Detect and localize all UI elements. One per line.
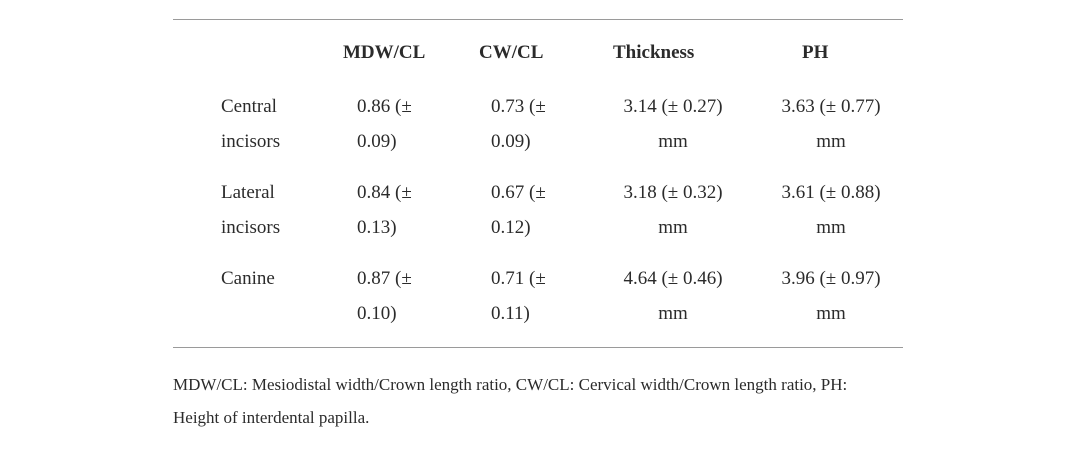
top-rule [173,19,903,20]
caption-line-2: Height of interdental papilla. [173,408,370,427]
header-mdw-cl: MDW/CL [343,42,426,63]
cell-thickness: 3.14 (± 0.27) mm [623,96,723,152]
header-cw-cl: CW/CL [479,42,544,63]
caption-line-1: MDW/CL: Mesiodistal width/Crown length r… [173,375,848,394]
cell-mdw-cl: 0.86 (± 0.09) [357,96,412,152]
cell-mdw-cl: 0.84 (± 0.13) [357,182,412,238]
table-caption: MDW/CL: Mesiodistal width/Crown length r… [173,368,913,434]
row-label: Lateral incisors [221,182,281,238]
cell-thickness: 3.18 (± 0.32) mm [623,182,723,238]
table-header: MDW/CL CW/CL Thickness PH [173,20,903,89]
cell-cw-cl: 0.71 (± 0.11) [491,268,546,324]
table-row: Central incisors 0.86 (± 0.09) 0.73 (± 0… [173,89,903,175]
bottom-rule [173,347,903,348]
cell-cw-cl: 0.73 (± 0.09) [491,96,546,152]
cell-ph: 3.63 (± 0.77) mm [781,96,881,152]
cell-ph: 3.61 (± 0.88) mm [781,182,881,238]
cell-ph: 3.96 (± 0.97) mm [781,268,881,324]
data-table: MDW/CL CW/CL Thickness PH Central inciso… [173,19,903,348]
header-ph: PH [802,42,829,63]
table-row: Canine 0.87 (± 0.10) 0.71 (± 0.11) 4.64 … [173,261,903,347]
table-row: Lateral incisors 0.84 (± 0.13) 0.67 (± 0… [173,175,903,261]
cell-thickness: 4.64 (± 0.46) mm [623,268,723,324]
header-thickness: Thickness [613,42,695,63]
cell-mdw-cl: 0.87 (± 0.10) [357,268,412,324]
row-label: Canine [221,268,275,289]
row-label: Central incisors [221,96,281,152]
cell-cw-cl: 0.67 (± 0.12) [491,182,546,238]
